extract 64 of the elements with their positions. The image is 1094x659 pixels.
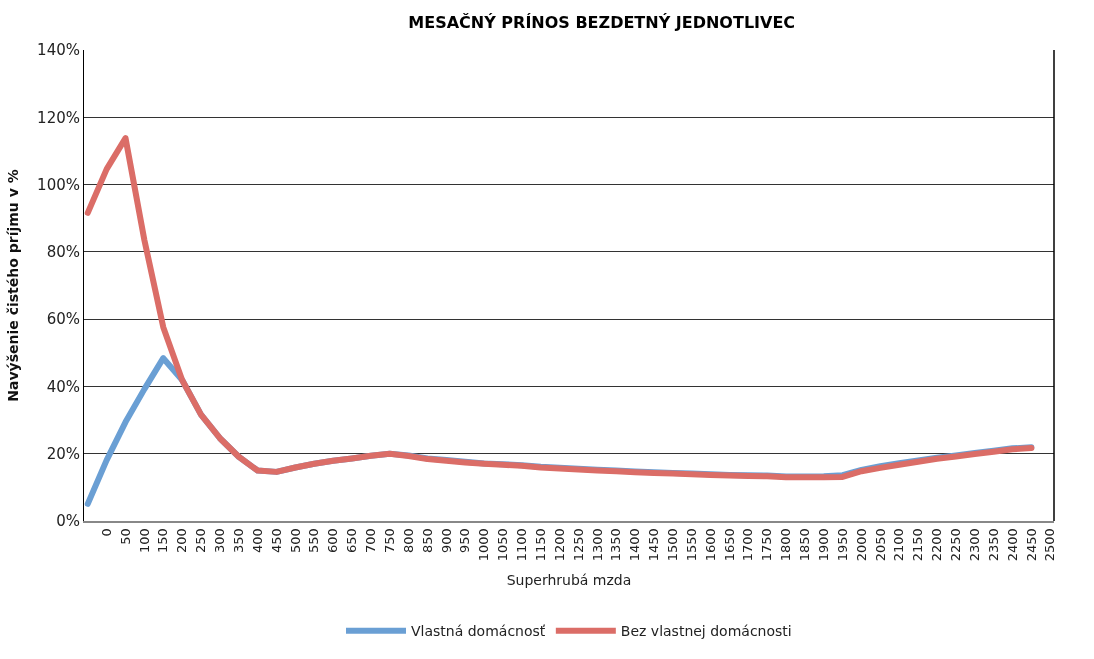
y-axis-title: Navýšenie čistého príjmu v % <box>4 169 21 402</box>
x-tick-label: 850 <box>419 528 435 554</box>
x-tick-label: 2000 <box>853 528 869 562</box>
x-tick-label: 2100 <box>891 528 907 562</box>
x-tick-label: 250 <box>193 528 209 554</box>
y-tick-label: 80% <box>46 243 80 262</box>
x-tick-label: 2500 <box>1042 528 1058 562</box>
legend-label: Bez vlastnej domácnosti <box>620 623 792 640</box>
x-tick-label: 2250 <box>948 528 964 562</box>
x-tick-label: 1450 <box>646 528 662 562</box>
x-tick-label: 1250 <box>570 528 586 562</box>
x-tick-label: 2450 <box>1023 528 1039 562</box>
x-tick-label: 550 <box>306 528 322 554</box>
x-tick-label: 1850 <box>797 528 813 562</box>
y-tick-label: 0% <box>56 512 80 531</box>
x-tick-label: 1700 <box>740 528 756 562</box>
x-tick-label: 400 <box>249 528 265 554</box>
x-axis-title: Superhrubá mzda <box>506 572 632 589</box>
x-tick-label: 900 <box>438 528 454 554</box>
x-tick-label: 2350 <box>985 528 1001 562</box>
x-tick-label: 1550 <box>683 528 699 562</box>
y-tick-label: 20% <box>46 444 80 463</box>
x-tick-label: 800 <box>400 528 416 554</box>
x-tick-label: 450 <box>268 528 284 554</box>
x-tick-label: 350 <box>230 528 246 554</box>
x-tick-label: 300 <box>212 528 228 554</box>
x-tick-label: 1800 <box>778 528 794 562</box>
x-tick-label: 50 <box>117 528 133 545</box>
x-tick-label: 0 <box>98 528 114 537</box>
y-tick-label: 100% <box>37 175 80 194</box>
x-tick-label: 1950 <box>834 528 850 562</box>
x-tick-label: 2300 <box>966 528 982 562</box>
x-tick-label: 1300 <box>589 528 605 562</box>
x-tick-label: 1000 <box>476 528 492 562</box>
x-tick-label: 1500 <box>665 528 681 562</box>
legend-label: Vlastná domácnosť <box>411 623 546 640</box>
x-tick-label: 1200 <box>551 528 567 562</box>
x-tick-label: 2400 <box>1004 528 1020 562</box>
x-tick-label: 1750 <box>759 528 775 562</box>
y-tick-label: 140% <box>37 41 80 60</box>
x-tick-label: 1900 <box>815 528 831 562</box>
x-tick-label: 1600 <box>702 528 718 562</box>
x-tick-label: 1350 <box>608 528 624 562</box>
x-tick-label: 1050 <box>495 528 511 562</box>
x-tick-label: 100 <box>136 528 152 554</box>
x-tick-label: 2200 <box>929 528 945 562</box>
x-tick-label: 950 <box>457 528 473 554</box>
y-tick-label: 40% <box>46 377 80 396</box>
x-tick-label: 600 <box>325 528 341 554</box>
x-tick-label: 1400 <box>627 528 643 562</box>
y-tick-label: 120% <box>37 108 80 127</box>
x-tick-label: 200 <box>174 528 190 554</box>
x-tick-label: 750 <box>381 528 397 554</box>
x-tick-label: 2150 <box>910 528 926 562</box>
x-tick-label: 1150 <box>532 528 548 562</box>
x-tick-label: 1650 <box>721 528 737 562</box>
x-tick-label: 150 <box>155 528 171 554</box>
y-tick-label: 60% <box>46 310 80 329</box>
x-tick-label: 2050 <box>872 528 888 562</box>
x-tick-label: 650 <box>344 528 360 554</box>
chart-title: MESAČNÝ PRÍNOS BEZDETNÝ JEDNOTLIVEC <box>408 12 796 32</box>
x-tick-label: 700 <box>363 528 379 554</box>
x-tick-label: 1100 <box>514 528 530 562</box>
x-tick-label: 500 <box>287 528 303 554</box>
